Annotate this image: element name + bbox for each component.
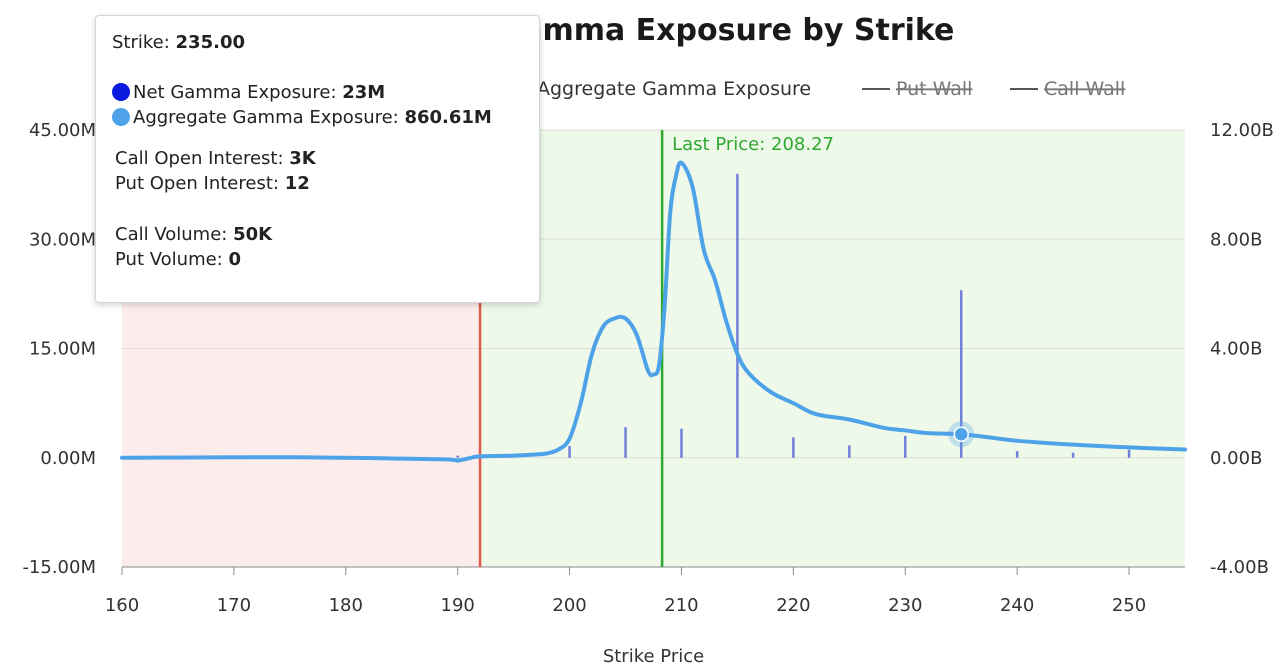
tooltip-call-vol-value: 50K [233, 224, 273, 245]
x-tick-label: 190 [441, 595, 475, 616]
y-left-tick-label: -15.00M [22, 557, 96, 578]
y-right-tick-label: -4.00B [1210, 557, 1269, 578]
y-left-tick-label: 0.00M [40, 448, 96, 469]
tooltip-put-oi-value: 12 [284, 173, 310, 194]
tooltip-put-vol-value: 0 [228, 249, 241, 270]
aggregate-gamma-dot-icon [112, 108, 130, 126]
hover-marker [953, 426, 969, 443]
tooltip-net-value: 23M [342, 82, 386, 103]
legend-label-aggregate: Aggregate Gamma Exposure [537, 78, 811, 100]
x-tick-label: 230 [888, 595, 922, 616]
y-right-tick-label: 12.00B [1210, 120, 1274, 141]
y-right-tick-label: 8.00B [1210, 229, 1262, 250]
y-left-tick-label: 30.00M [29, 229, 96, 250]
x-tick-label: 170 [217, 595, 251, 616]
x-tick-label: 220 [776, 595, 810, 616]
chart-tooltip: Strike: 235.00 Net Gamma Exposure: 23M A… [95, 15, 540, 303]
y-right-tick-label: 0.00B [1210, 448, 1262, 469]
tooltip-strike-label: Strike: [112, 32, 176, 53]
x-tick-label: 240 [1000, 595, 1034, 616]
legend-label-call-wall: Call Wall [1044, 78, 1125, 100]
x-tick-label: 180 [329, 595, 363, 616]
legend-label-put-wall: Put Wall [896, 78, 972, 100]
chart-title: Gamma Exposure by Strike [498, 13, 955, 48]
tooltip-put-oi-label: Put Open Interest: [115, 173, 285, 194]
x-tick-label: 210 [664, 595, 698, 616]
tooltip-put-vol-label: Put Volume: [115, 249, 229, 270]
tooltip-call-vol-label: Call Volume: [115, 224, 234, 245]
tooltip-call-oi-label: Call Open Interest: [115, 148, 290, 169]
y-left-tick-label: 45.00M [29, 120, 96, 141]
tooltip-agg-value: 860.61M [404, 107, 492, 128]
y-left-tick-label: 15.00M [29, 339, 96, 360]
x-axis-title: Strike Price [603, 646, 704, 667]
x-tick-label: 200 [552, 595, 586, 616]
x-tick-label: 160 [105, 595, 139, 616]
x-tick-label: 250 [1112, 595, 1146, 616]
y-right-tick-label: 4.00B [1210, 339, 1262, 360]
aggregate-gamma-line [120, 160, 1187, 463]
tooltip-net-label: Net Gamma Exposure: [133, 82, 343, 103]
net-gamma-dot-icon [112, 83, 130, 101]
last-price-label: Last Price: 208.27 [672, 134, 834, 155]
tooltip-strike-value: 235.00 [175, 32, 245, 53]
tooltip-agg-label: Aggregate Gamma Exposure: [133, 107, 405, 128]
tooltip-call-oi-value: 3K [289, 148, 316, 169]
